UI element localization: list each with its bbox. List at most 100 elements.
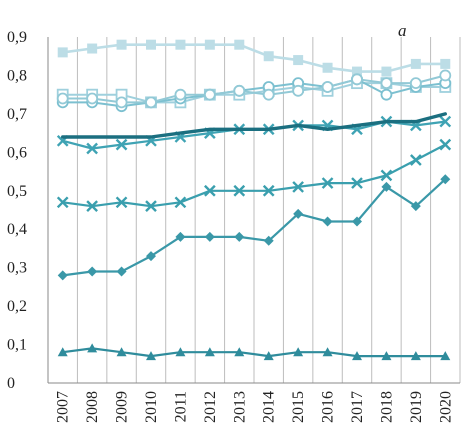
data-point bbox=[381, 181, 392, 192]
y-tick-label: 0,7 bbox=[7, 106, 27, 123]
series-line bbox=[61, 143, 447, 208]
x-tick-label: 2010 bbox=[143, 391, 160, 423]
data-point bbox=[439, 138, 452, 151]
data-point bbox=[410, 351, 421, 361]
y-tick-label: 0,5 bbox=[7, 183, 27, 200]
data-point bbox=[116, 266, 127, 277]
data-point bbox=[116, 347, 127, 357]
data-point bbox=[86, 200, 98, 213]
series-group bbox=[56, 39, 452, 361]
data-point bbox=[204, 347, 215, 357]
axes bbox=[47, 37, 460, 384]
data-point bbox=[440, 351, 451, 361]
data-point bbox=[322, 62, 333, 73]
data-point bbox=[322, 216, 333, 227]
x-tick-label: 2018 bbox=[378, 391, 395, 423]
data-point bbox=[440, 58, 451, 69]
series-6 bbox=[61, 112, 447, 139]
data-point bbox=[293, 347, 304, 357]
data-point bbox=[410, 201, 421, 212]
data-point bbox=[146, 39, 156, 50]
series-1 bbox=[57, 39, 451, 77]
data-point bbox=[234, 39, 245, 50]
y-tick-label: 0,2 bbox=[7, 298, 27, 315]
data-point bbox=[292, 181, 304, 193]
y-tick-label: 0,1 bbox=[7, 337, 27, 354]
data-point bbox=[56, 92, 69, 105]
data-point bbox=[116, 39, 127, 50]
data-point bbox=[321, 81, 334, 93]
data-point bbox=[175, 347, 186, 357]
data-point bbox=[234, 231, 245, 242]
series-4 bbox=[56, 69, 452, 109]
data-point bbox=[175, 231, 186, 242]
data-point bbox=[87, 266, 98, 277]
data-point bbox=[322, 347, 333, 357]
x-tick-label: 2008 bbox=[84, 391, 101, 423]
x-tick-label: 2012 bbox=[202, 391, 219, 423]
y-tick-label: 0,4 bbox=[7, 221, 27, 238]
y-tick-label: 0,8 bbox=[7, 67, 27, 84]
data-point bbox=[293, 208, 304, 219]
data-point bbox=[262, 88, 275, 101]
data-point bbox=[57, 47, 68, 58]
data-point bbox=[115, 138, 128, 151]
series-line bbox=[61, 347, 447, 358]
data-point bbox=[175, 39, 186, 50]
data-point bbox=[233, 84, 246, 97]
x-tick-label: 2011 bbox=[172, 391, 189, 422]
data-point bbox=[410, 154, 422, 166]
data-point bbox=[380, 88, 393, 101]
data-point bbox=[321, 177, 334, 189]
data-point bbox=[57, 270, 68, 281]
data-point bbox=[145, 200, 157, 213]
data-point bbox=[174, 196, 187, 209]
data-point bbox=[87, 343, 98, 353]
data-point bbox=[381, 351, 392, 361]
data-point bbox=[87, 43, 98, 54]
series-line bbox=[61, 178, 447, 277]
x-tick-label: 2013 bbox=[231, 391, 248, 423]
data-point bbox=[352, 351, 362, 361]
data-point bbox=[351, 177, 363, 189]
data-point bbox=[439, 69, 452, 82]
data-point bbox=[409, 77, 422, 90]
data-point bbox=[263, 235, 274, 246]
data-point bbox=[351, 73, 363, 86]
data-point bbox=[57, 347, 68, 357]
x-tick-labels: 2007 2008 2009 2010 2011 2012 2013 2014 2015 2016… bbox=[55, 391, 455, 423]
x-tick-label: 2015 bbox=[290, 391, 307, 423]
data-point bbox=[293, 55, 304, 66]
data-point bbox=[380, 77, 393, 90]
y-tick-labels: 0 0,1 0,2 0,3 0,4 0,5 0,6 0,7 0,8 0,9 bbox=[7, 29, 27, 392]
data-point bbox=[146, 351, 156, 361]
data-point bbox=[263, 351, 274, 361]
series-8 bbox=[57, 174, 451, 281]
y-tick-label: 0,9 bbox=[7, 29, 27, 46]
data-point bbox=[204, 231, 215, 242]
data-point bbox=[262, 184, 275, 197]
x-tick-label: 2007 bbox=[55, 391, 72, 423]
data-point bbox=[204, 184, 216, 197]
data-point bbox=[263, 51, 274, 62]
x-tick-label: 2017 bbox=[349, 391, 366, 423]
data-point bbox=[440, 174, 451, 185]
x-tick-label: 2014 bbox=[261, 391, 278, 423]
data-point bbox=[174, 88, 187, 101]
y-tick-label: 0,3 bbox=[7, 260, 27, 277]
data-point bbox=[292, 84, 305, 97]
data-point bbox=[234, 347, 245, 357]
series-7 bbox=[56, 138, 452, 213]
data-point bbox=[115, 96, 128, 109]
x-tick-label: 2009 bbox=[114, 391, 131, 423]
data-point bbox=[145, 96, 157, 109]
data-point bbox=[352, 66, 362, 77]
data-point bbox=[381, 66, 392, 77]
data-point bbox=[439, 115, 452, 128]
data-point bbox=[146, 251, 156, 262]
series-9 bbox=[57, 343, 451, 361]
data-point bbox=[56, 196, 69, 209]
data-point bbox=[380, 169, 393, 182]
data-point bbox=[233, 184, 246, 197]
